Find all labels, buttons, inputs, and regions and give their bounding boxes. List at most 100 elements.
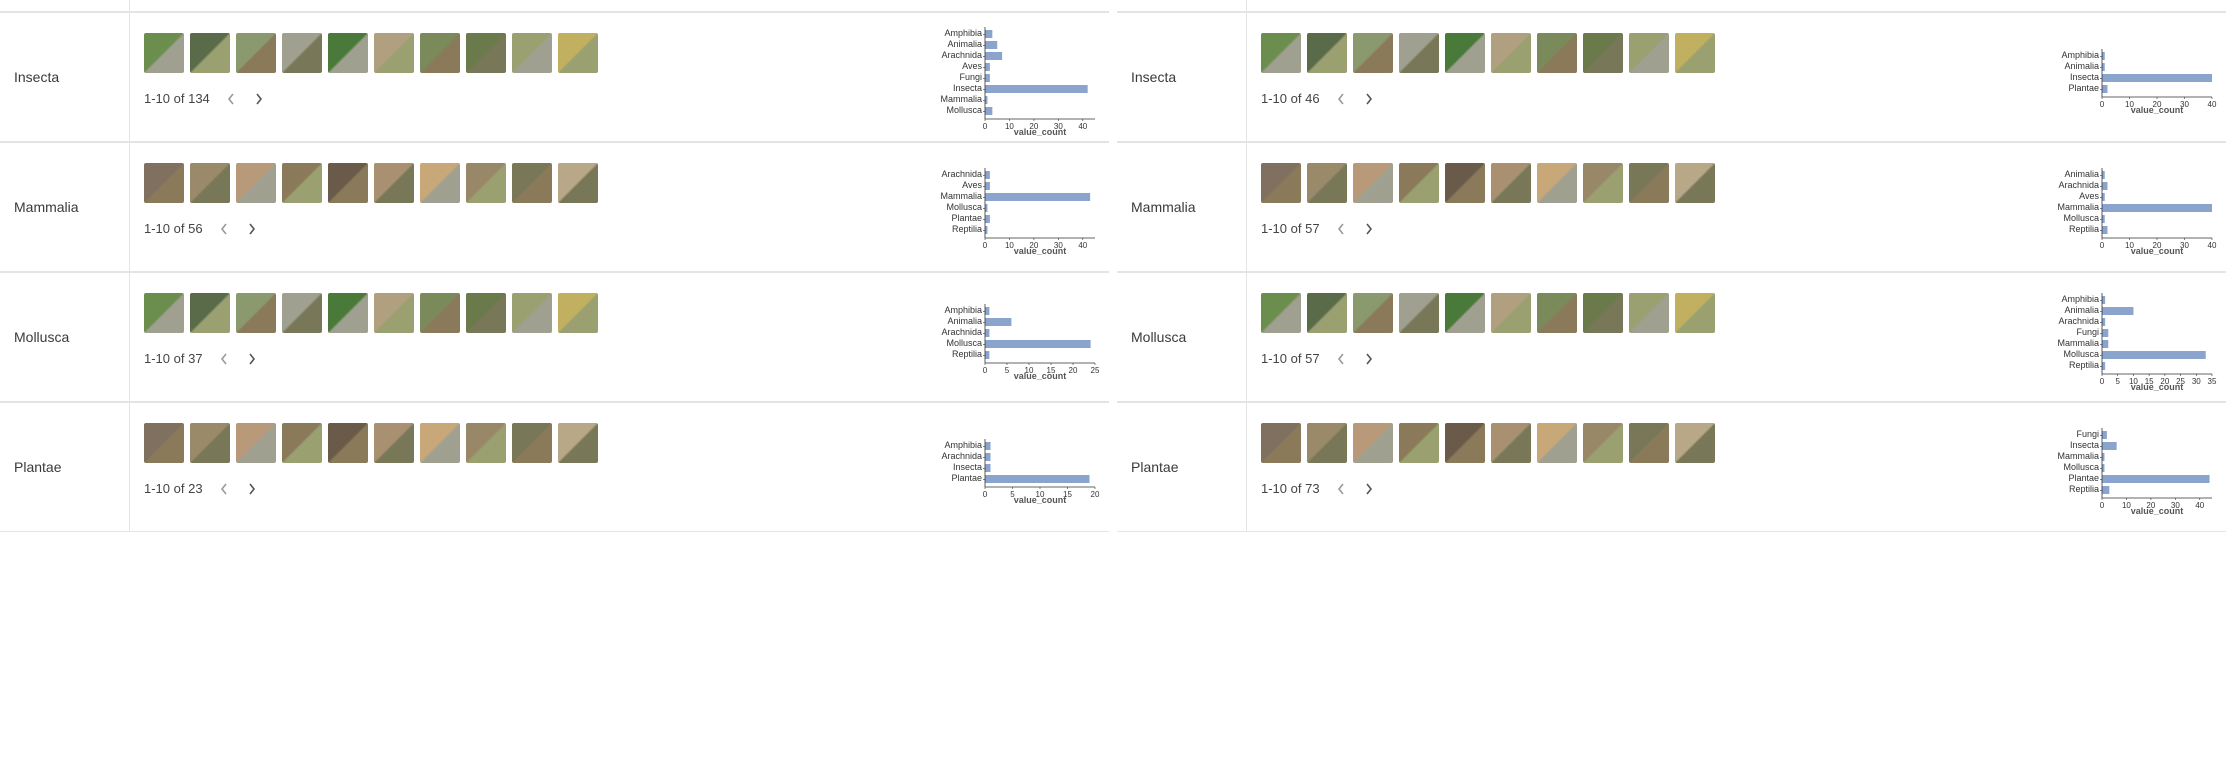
thumbnail[interactable]: [236, 163, 276, 203]
thumbnail[interactable]: [236, 293, 276, 333]
thumbnail[interactable]: [374, 293, 414, 333]
svg-text:Plantae: Plantae: [951, 473, 982, 483]
thumbnail[interactable]: [1353, 293, 1393, 333]
thumbnail[interactable]: [190, 163, 230, 203]
thumbnail[interactable]: [374, 33, 414, 73]
thumbnail[interactable]: [144, 33, 184, 73]
thumbnail[interactable]: [144, 423, 184, 463]
thumbnail[interactable]: [1629, 423, 1669, 463]
thumbnail[interactable]: [1445, 423, 1485, 463]
thumbnail[interactable]: [1399, 423, 1439, 463]
thumbnail[interactable]: [1445, 293, 1485, 333]
prev-page-icon[interactable]: [217, 482, 231, 496]
next-page-icon[interactable]: [1362, 92, 1376, 106]
thumbnail[interactable]: [236, 423, 276, 463]
content-cell: 1-10 of 37: [130, 273, 929, 401]
thumbnail[interactable]: [1353, 33, 1393, 73]
thumbnail[interactable]: [374, 163, 414, 203]
thumbnail[interactable]: [1675, 293, 1715, 333]
thumbnail[interactable]: [466, 163, 506, 203]
thumbnail[interactable]: [1261, 293, 1301, 333]
thumbnail[interactable]: [1629, 33, 1669, 73]
prev-page-icon[interactable]: [217, 352, 231, 366]
thumbnail[interactable]: [144, 293, 184, 333]
thumbnail[interactable]: [282, 163, 322, 203]
next-page-icon[interactable]: [245, 352, 259, 366]
next-page-icon[interactable]: [1362, 482, 1376, 496]
thumbnail[interactable]: [1491, 33, 1531, 73]
next-page-icon[interactable]: [1362, 222, 1376, 236]
thumbnail[interactable]: [1353, 423, 1393, 463]
thumbnail[interactable]: [558, 293, 598, 333]
thumbnail[interactable]: [1307, 293, 1347, 333]
thumbnail[interactable]: [1537, 293, 1577, 333]
prev-page-icon[interactable]: [1334, 352, 1348, 366]
thumbnail[interactable]: [420, 33, 460, 73]
thumbnail[interactable]: [190, 293, 230, 333]
thumbnail[interactable]: [420, 163, 460, 203]
thumbnail[interactable]: [1307, 423, 1347, 463]
thumbnail[interactable]: [328, 163, 368, 203]
thumbnail[interactable]: [1261, 423, 1301, 463]
thumbnail[interactable]: [512, 293, 552, 333]
prev-page-icon[interactable]: [1334, 222, 1348, 236]
thumbnail[interactable]: [1583, 423, 1623, 463]
thumbnail[interactable]: [1675, 33, 1715, 73]
thumbnail[interactable]: [1583, 163, 1623, 203]
thumbnail[interactable]: [1675, 423, 1715, 463]
thumbnail[interactable]: [1445, 163, 1485, 203]
thumbnail[interactable]: [1445, 33, 1485, 73]
next-page-icon[interactable]: [1362, 352, 1376, 366]
thumbnail[interactable]: [558, 163, 598, 203]
thumbnail[interactable]: [374, 423, 414, 463]
thumbnail[interactable]: [1399, 33, 1439, 73]
next-page-icon[interactable]: [245, 482, 259, 496]
thumbnail[interactable]: [466, 33, 506, 73]
thumbnail[interactable]: [1307, 163, 1347, 203]
prev-page-icon[interactable]: [1334, 482, 1348, 496]
thumbnail[interactable]: [1629, 293, 1669, 333]
thumbnail[interactable]: [144, 163, 184, 203]
thumbnail[interactable]: [236, 33, 276, 73]
thumbnail[interactable]: [466, 423, 506, 463]
thumbnail[interactable]: [1491, 293, 1531, 333]
thumbnail[interactable]: [1261, 33, 1301, 73]
thumbnail[interactable]: [512, 33, 552, 73]
prev-page-icon[interactable]: [217, 222, 231, 236]
thumbnail[interactable]: [1353, 163, 1393, 203]
thumbnail[interactable]: [1537, 33, 1577, 73]
thumbnail[interactable]: [1399, 293, 1439, 333]
thumbnail[interactable]: [1307, 33, 1347, 73]
thumbnail[interactable]: [1399, 163, 1439, 203]
prev-page-icon[interactable]: [1334, 92, 1348, 106]
thumbnail[interactable]: [512, 423, 552, 463]
next-page-icon[interactable]: [245, 222, 259, 236]
prev-page-icon[interactable]: [224, 92, 238, 106]
thumbnail[interactable]: [1491, 423, 1531, 463]
pager: 1-10 of 73: [1261, 481, 2032, 496]
thumbnail[interactable]: [1537, 423, 1577, 463]
thumbnail[interactable]: [420, 423, 460, 463]
thumbnail[interactable]: [328, 293, 368, 333]
svg-text:Reptilia: Reptilia: [952, 224, 982, 234]
thumbnail[interactable]: [420, 293, 460, 333]
thumbnail[interactable]: [1675, 163, 1715, 203]
thumbnail[interactable]: [282, 33, 322, 73]
thumbnail[interactable]: [1537, 163, 1577, 203]
thumbnail[interactable]: [512, 163, 552, 203]
thumbnail[interactable]: [282, 293, 322, 333]
thumbnail[interactable]: [1491, 163, 1531, 203]
thumbnail[interactable]: [558, 423, 598, 463]
thumbnail[interactable]: [328, 33, 368, 73]
thumbnail[interactable]: [558, 33, 598, 73]
thumbnail[interactable]: [1583, 33, 1623, 73]
thumbnail[interactable]: [1629, 163, 1669, 203]
thumbnail[interactable]: [328, 423, 368, 463]
thumbnail[interactable]: [190, 423, 230, 463]
next-page-icon[interactable]: [252, 92, 266, 106]
thumbnail[interactable]: [190, 33, 230, 73]
thumbnail[interactable]: [1583, 293, 1623, 333]
thumbnail[interactable]: [282, 423, 322, 463]
thumbnail[interactable]: [1261, 163, 1301, 203]
thumbnail[interactable]: [466, 293, 506, 333]
